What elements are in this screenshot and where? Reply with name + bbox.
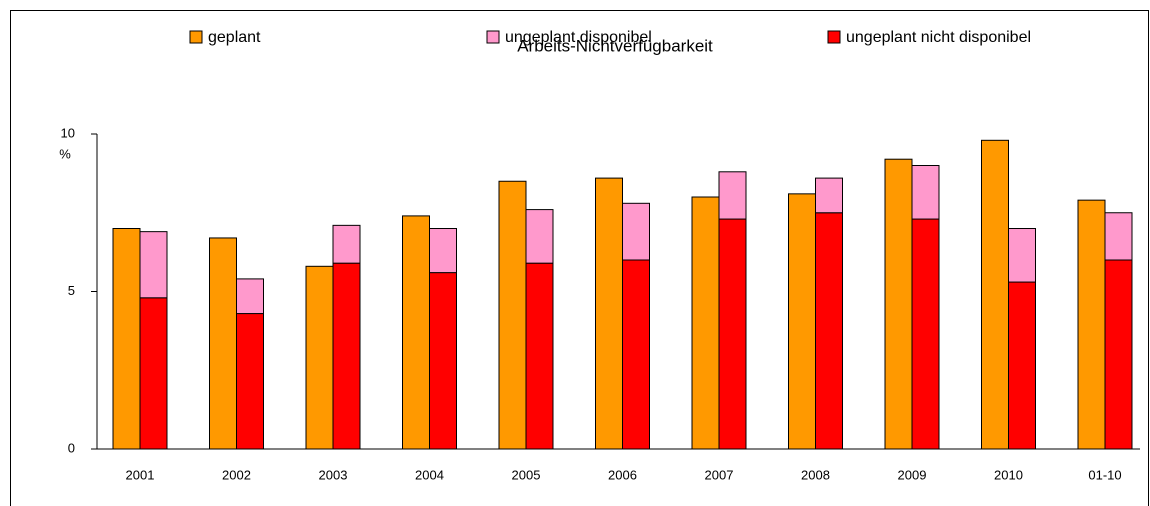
x-tick-label: 2001 xyxy=(126,467,155,482)
legend-label: ungeplant nicht disponibel xyxy=(846,29,1031,46)
bar-segment xyxy=(236,278,264,315)
bar xyxy=(981,139,1009,450)
bar-segment xyxy=(1008,281,1036,450)
legend-swatch xyxy=(189,30,203,44)
legend-label: ungeplant disponibel xyxy=(505,29,652,46)
bar xyxy=(595,177,623,450)
bar-segment xyxy=(525,262,554,450)
x-tick-label: 2005 xyxy=(512,467,541,482)
x-tick-label: 2007 xyxy=(705,467,734,482)
bar-segment xyxy=(622,259,650,450)
x-tick-label: 2008 xyxy=(801,467,830,482)
bar-segment xyxy=(236,313,264,450)
y-tick-label: 0 xyxy=(68,440,75,455)
bar xyxy=(498,180,527,450)
legend-swatch xyxy=(827,30,841,44)
bar-segment xyxy=(139,297,168,450)
legend-label: geplant xyxy=(208,29,261,46)
legend-swatch xyxy=(486,30,500,44)
x-tick-label: 2002 xyxy=(222,467,251,482)
x-tick-label: 2003 xyxy=(319,467,348,482)
bar-segment xyxy=(718,171,747,220)
x-tick-label: 2010 xyxy=(994,467,1023,482)
bar-segment xyxy=(815,177,843,214)
y-tick-label: 10 xyxy=(61,125,75,140)
x-tick-label: 2009 xyxy=(898,467,927,482)
bar-segment xyxy=(332,224,361,264)
bar-segment xyxy=(1104,212,1133,261)
bar-segment xyxy=(525,209,554,264)
bar xyxy=(305,265,334,450)
bar-segment xyxy=(911,165,940,220)
x-tick-label: 2004 xyxy=(415,467,444,482)
bar xyxy=(691,196,720,450)
bar-segment xyxy=(1104,259,1133,450)
bar-segment xyxy=(622,202,650,261)
y-tick-label: 5 xyxy=(68,283,75,298)
bar xyxy=(788,193,816,450)
frame xyxy=(10,10,1149,506)
x-tick-label: 2006 xyxy=(608,467,637,482)
bar xyxy=(209,237,237,450)
x-tick-label: 01-10 xyxy=(1088,467,1121,482)
bar-segment xyxy=(332,262,361,450)
y-axis-label: % xyxy=(59,146,71,161)
bar-segment xyxy=(911,218,940,450)
chart-title: Arbeits-Nichtverfügbarkeit xyxy=(517,36,713,55)
bar xyxy=(112,228,141,450)
bar-segment xyxy=(429,272,457,450)
bar-segment xyxy=(429,228,457,274)
bar-segment xyxy=(815,212,843,450)
bar-segment xyxy=(139,231,168,299)
bar xyxy=(1077,199,1106,450)
bar xyxy=(402,215,430,450)
bar xyxy=(884,158,913,450)
bar-segment xyxy=(718,218,747,450)
bar-segment xyxy=(1008,228,1036,283)
